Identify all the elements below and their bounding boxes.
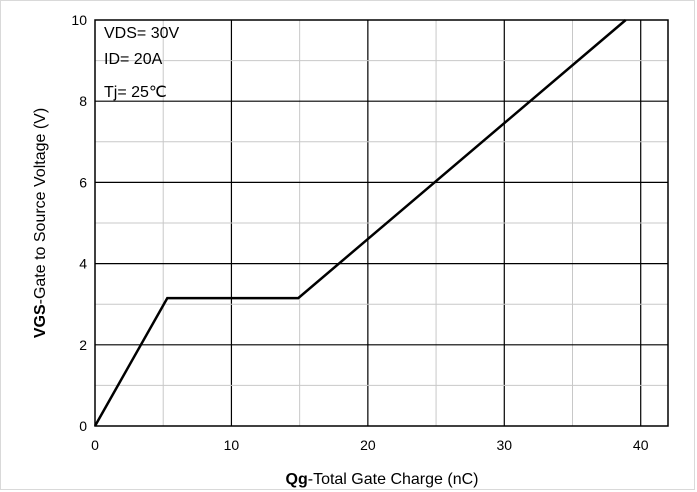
x-tick-label: 40 — [633, 437, 649, 453]
annotation-vds: VDS= 30V — [104, 25, 179, 42]
x-tick-label: 30 — [496, 437, 512, 453]
grid — [95, 20, 668, 426]
y-axis-label: VGS-Gate to Source Voltage (V) — [32, 108, 49, 338]
x-axis-label-rest: -Total Gate Charge (nC) — [308, 471, 479, 488]
x-tick-label: 10 — [224, 437, 240, 453]
series-line — [93, 19, 627, 427]
x-axis-label-bold: Qg — [286, 471, 308, 488]
y-tick-label: 6 — [79, 174, 87, 190]
plot-border — [94, 19, 669, 427]
x-axis-label: Qg-Total Gate Charge (nC) — [286, 471, 479, 488]
y-tick-labels: 0 2 4 6 8 10 — [71, 12, 87, 434]
annotation-id: ID= 20A — [104, 51, 163, 68]
x-tick-label: 20 — [360, 437, 376, 453]
y-axis-label-bold: VGS — [32, 304, 49, 338]
y-tick-label: 10 — [71, 12, 87, 28]
y-tick-label: 4 — [79, 256, 87, 272]
y-tick-label: 8 — [79, 93, 87, 109]
y-tick-label: 2 — [79, 337, 87, 353]
annotation-tj: Tj= 25℃ — [104, 84, 167, 101]
x-tick-label: 0 — [91, 437, 99, 453]
y-tick-label: 0 — [79, 418, 87, 434]
x-tick-labels: 0 10 20 30 40 — [91, 437, 649, 453]
y-axis-label-rest: -Gate to Source Voltage (V) — [32, 108, 49, 305]
